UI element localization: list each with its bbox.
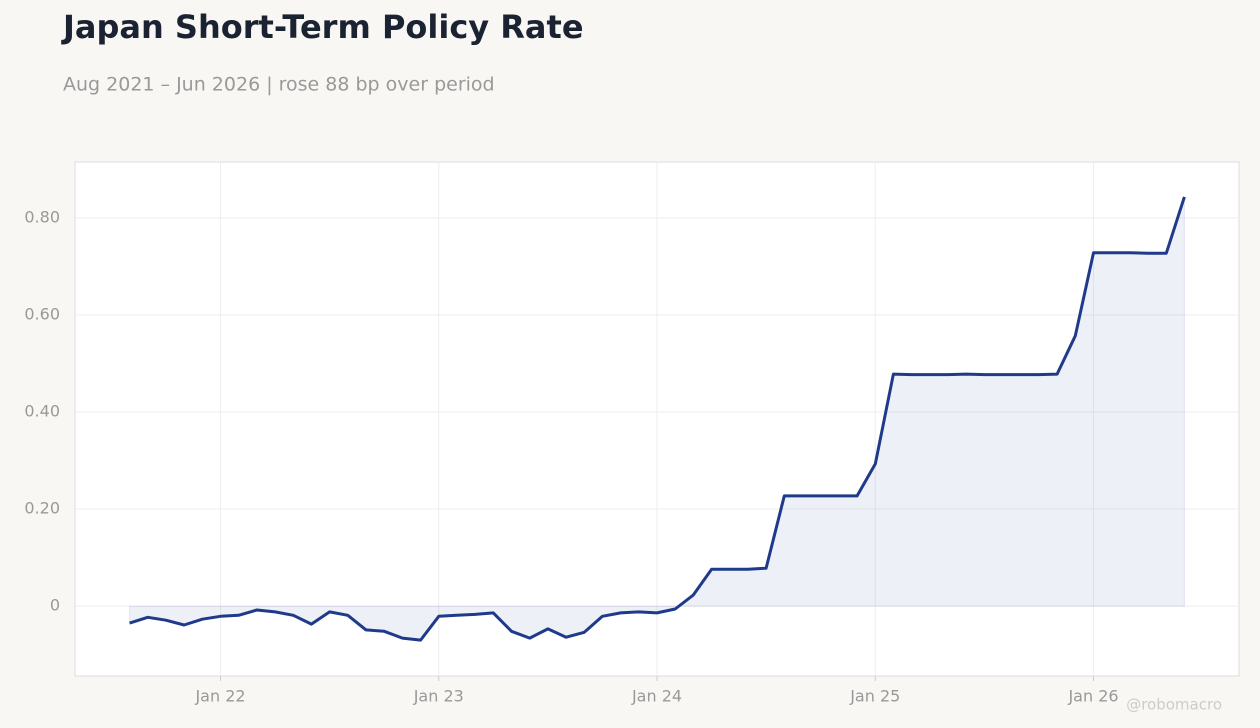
x-tick-label: Jan 26 [1067, 687, 1118, 706]
line [129, 196, 1186, 642]
chart-title: Japan Short-Term Policy Rate [61, 8, 584, 46]
y-tick-label: 0.80 [24, 207, 60, 226]
y-tick-label: 0.40 [24, 401, 60, 420]
y-tick-label: 0.60 [24, 304, 60, 323]
x-tick-label: Jan 22 [194, 687, 245, 706]
x-tick-label: Jan 25 [849, 687, 900, 706]
watermark: @robomacro [1126, 696, 1222, 714]
chart-subtitle: Aug 2021 – Jun 2026 | rose 88 bp over pe… [63, 74, 495, 96]
y-tick-label: 0.20 [24, 499, 60, 518]
x-tick-label: Jan 23 [413, 687, 464, 706]
x-tick-label: Jan 24 [631, 687, 682, 706]
y-tick-label: 0 [50, 596, 60, 615]
